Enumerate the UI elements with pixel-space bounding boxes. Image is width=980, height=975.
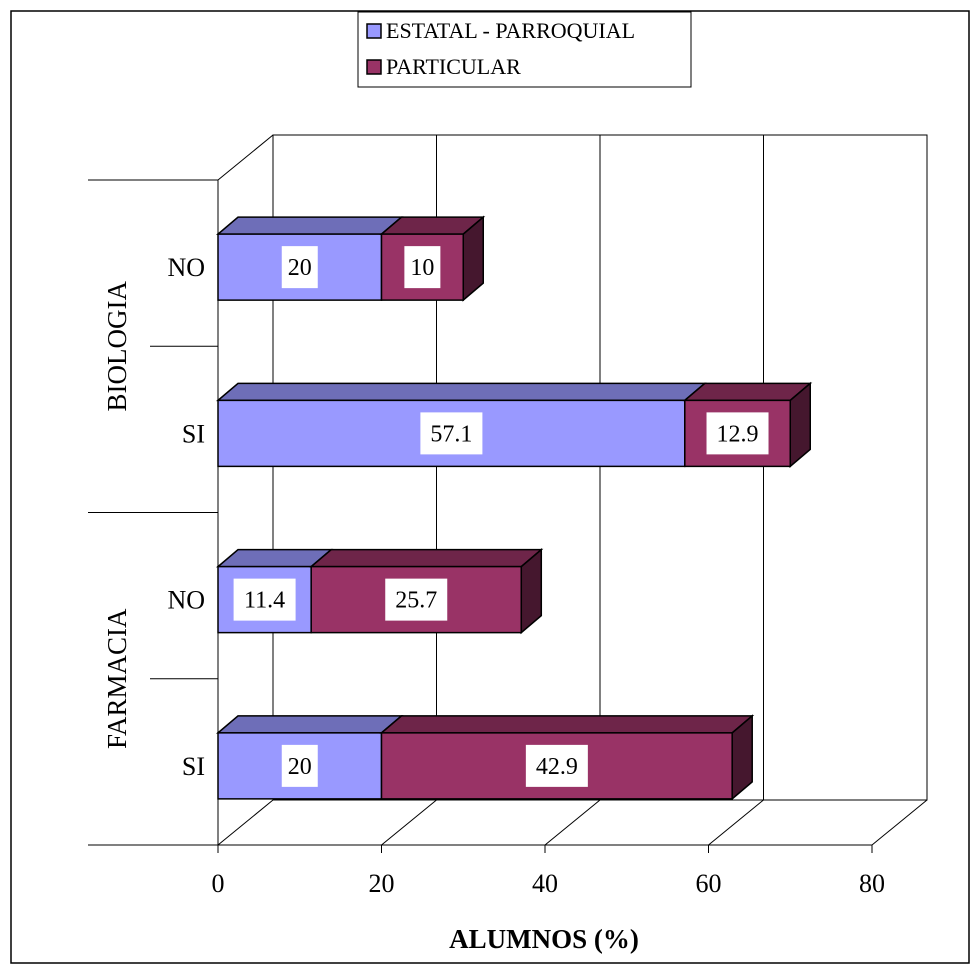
x-tick-label: 80 [859, 869, 885, 898]
bar-top-face [215, 216, 404, 235]
bar-side-face [520, 548, 543, 635]
bar-side-face [789, 381, 811, 468]
data-label-box [404, 246, 441, 289]
x-tick-label: 0 [212, 869, 225, 898]
x-tick-label: 20 [369, 869, 395, 898]
side-wall-top-edge [217, 134, 274, 181]
group-label: FARMACIA [102, 608, 132, 749]
data-label: 42.9 [536, 754, 578, 780]
data-label-box [281, 246, 318, 289]
x-tick-label: 60 [696, 869, 722, 898]
legend-label: ESTATAL - PARROQUIAL [386, 18, 635, 43]
legend-label: PARTICULAR [386, 54, 521, 79]
bar-top-face [215, 382, 707, 402]
bar-side-face [731, 714, 753, 801]
category-label: SI [182, 419, 205, 448]
floor-left-edge [217, 799, 274, 846]
chart-frame [10, 10, 970, 964]
x-tick-label: 40 [532, 869, 558, 898]
bar-top-face [682, 382, 813, 402]
floor-gridline [381, 799, 437, 846]
legend-swatch [366, 59, 382, 75]
floor-gridline [708, 799, 764, 846]
bar-top-face [309, 548, 544, 568]
data-label-box [385, 578, 448, 621]
data-label-box [420, 412, 483, 455]
category-label: SI [182, 752, 205, 781]
data-label: 20 [288, 754, 312, 780]
bar-side-face [462, 215, 484, 302]
bar-top-face [215, 715, 404, 734]
data-label: 25.7 [395, 588, 437, 614]
category-label: NO [167, 586, 205, 615]
legend-box [357, 11, 692, 88]
floor-gridline [544, 799, 601, 846]
bar-top-face [379, 715, 755, 734]
data-label-box [233, 578, 296, 621]
data-label: 10 [410, 255, 434, 281]
category-label: NO [167, 253, 205, 282]
floor-right-edge [871, 799, 928, 846]
data-label-box [281, 744, 318, 787]
group-label: BIOLOGIA [102, 281, 132, 412]
data-label: 12.9 [717, 421, 759, 447]
x-axis-title: ALUMNOS (%) [449, 924, 639, 954]
legend-swatch [366, 23, 382, 39]
data-label: 57.1 [430, 421, 472, 447]
data-label-box [706, 412, 769, 455]
data-label-box [525, 744, 588, 787]
data-label: 20 [288, 255, 312, 281]
data-label: 11.4 [244, 588, 285, 614]
